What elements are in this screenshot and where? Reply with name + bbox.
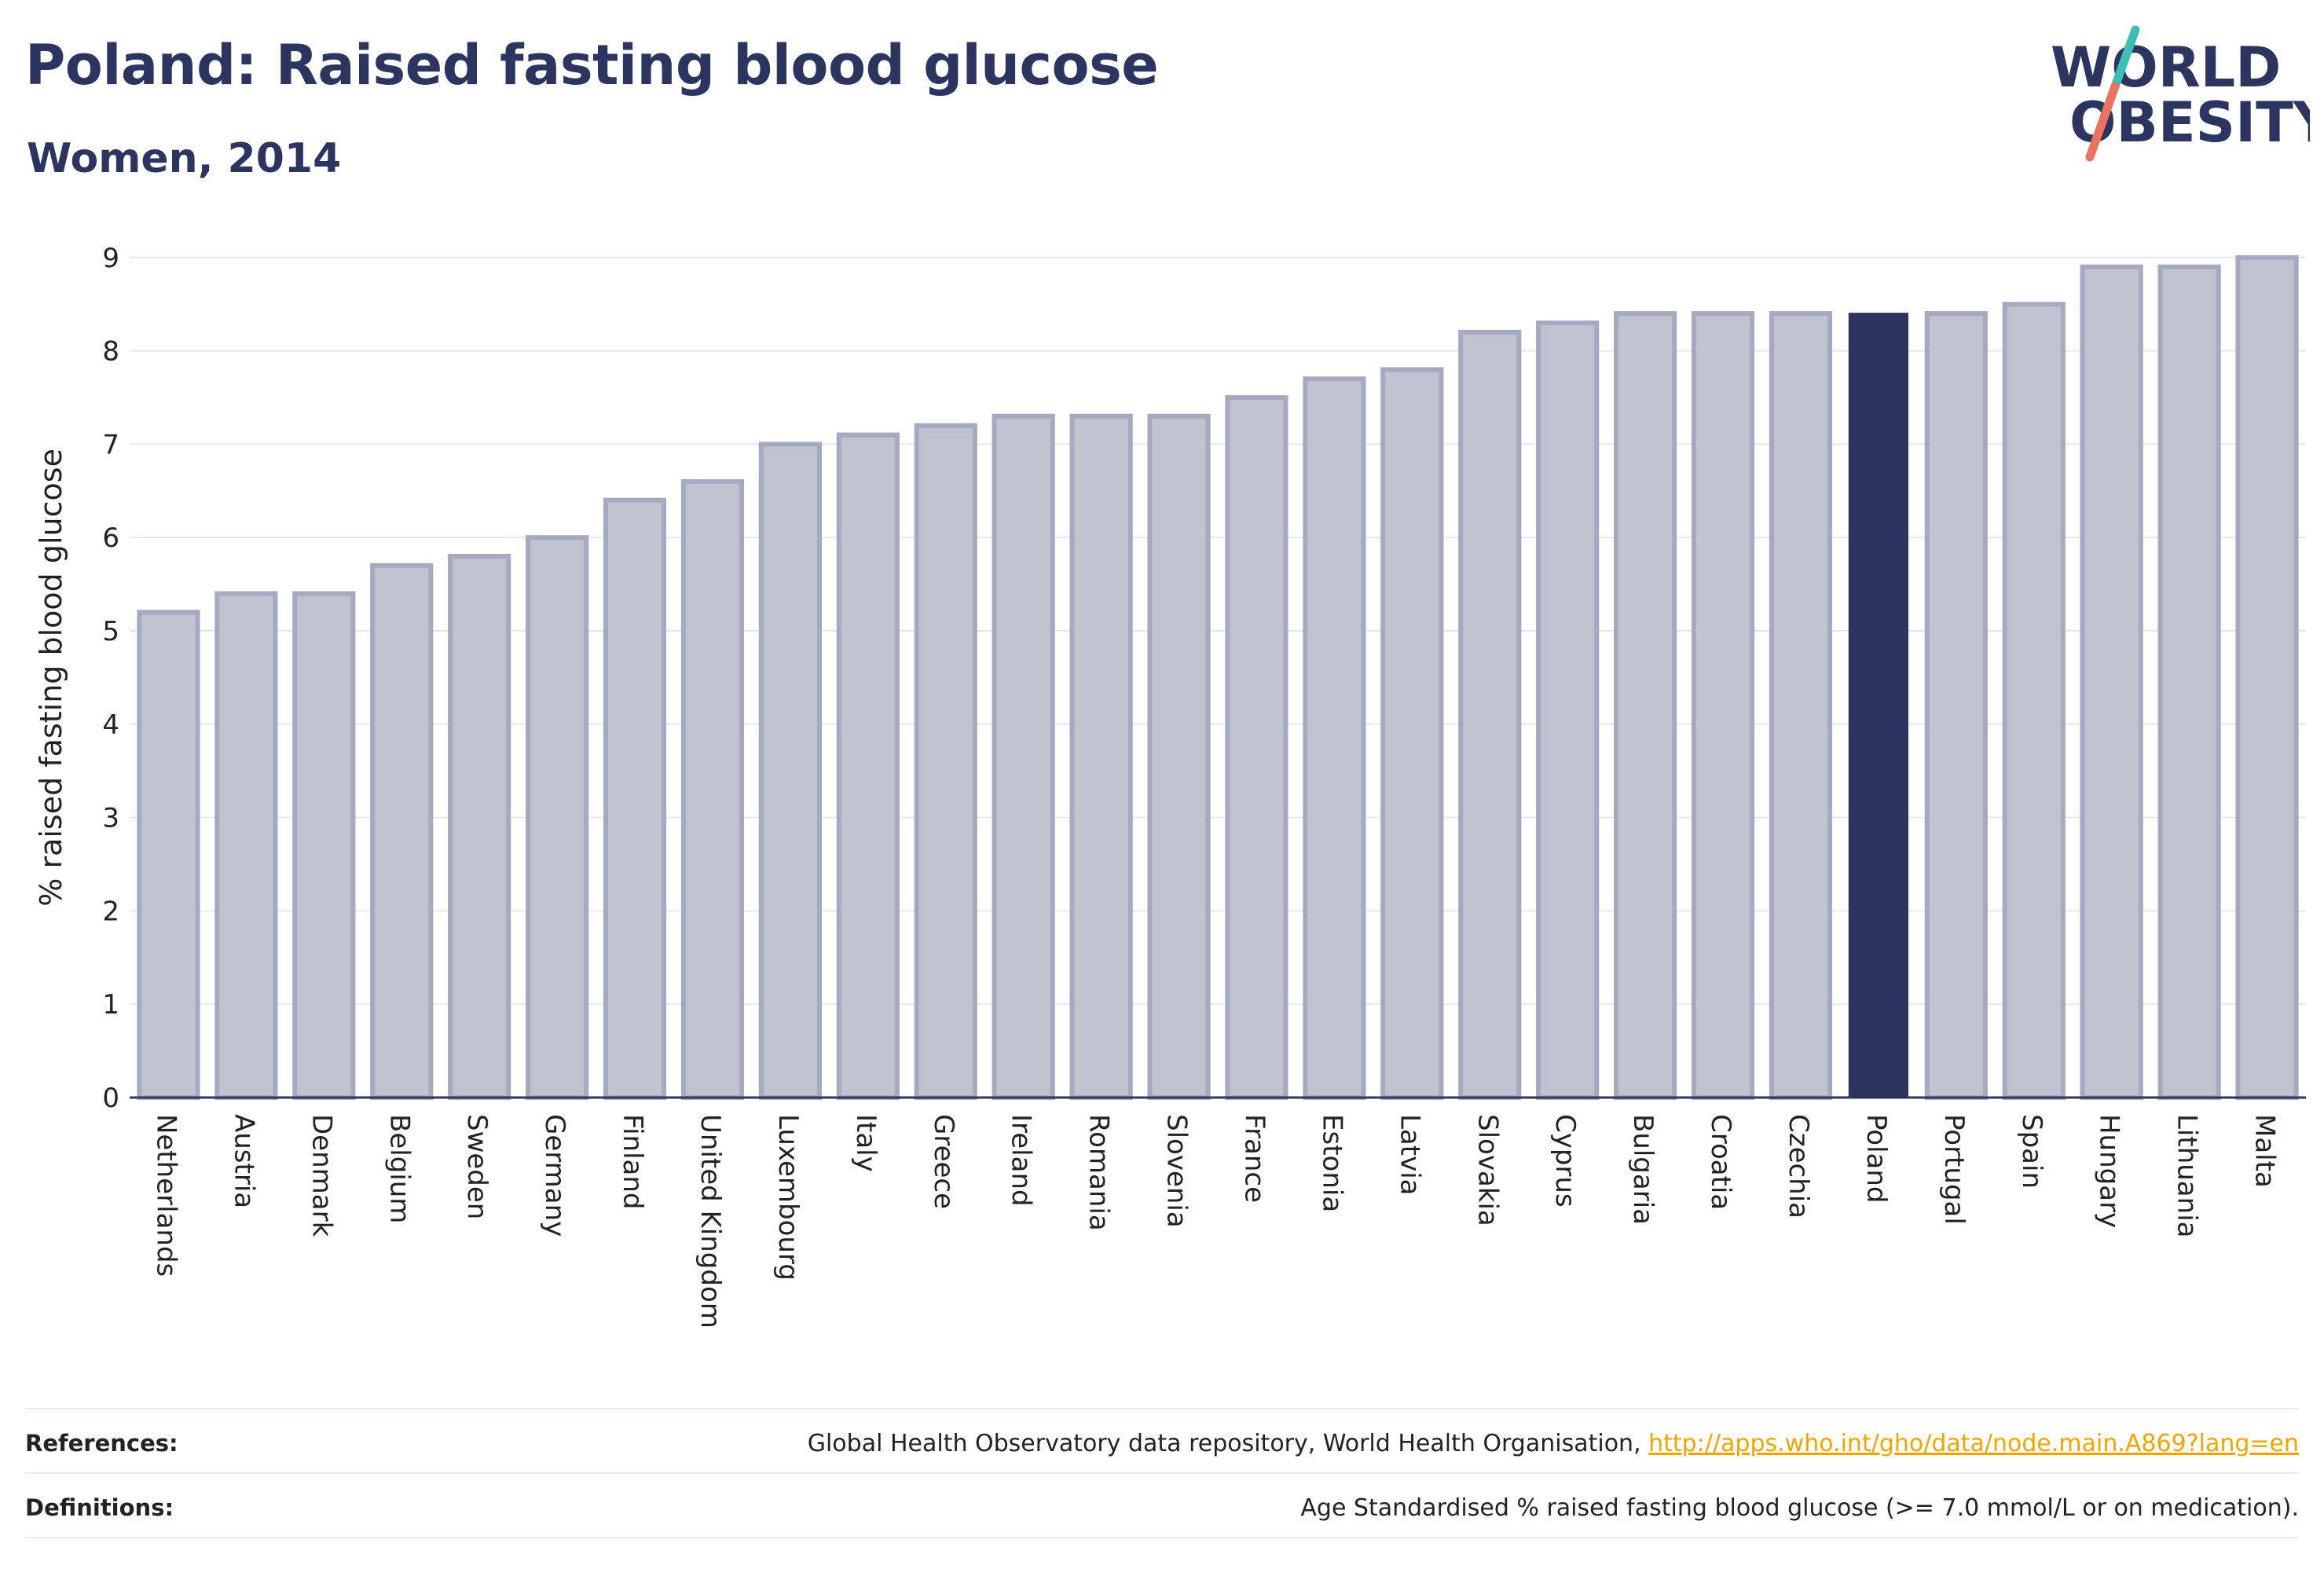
bar-denmark [292,591,356,1100]
chart-subtitle: Women, 2014 [27,135,342,182]
x-tick-label: Lithuania [2172,1114,2203,1237]
bars [137,255,2299,1100]
bar-italy [836,432,900,1100]
bar-austria [214,591,278,1100]
bar-finland [603,497,667,1100]
definitions-label: Definitions: [25,1494,174,1521]
x-tick-label: Czechia [1783,1114,1814,1219]
bar-croatia [1691,311,1755,1100]
x-tick-label: Hungary [2094,1114,2125,1228]
references-value: Global Health Observatory data repositor… [808,1430,2299,1457]
y-tick-labels: 0 1 2 3 4 5 6 7 8 9 [102,243,119,1114]
x-tick-label: Greece [928,1114,959,1209]
bar-chart: 0 1 2 3 4 5 6 7 8 9 Netherlands Austria Denmark Belg… [34,243,2306,1329]
logo-slash-coral [2085,82,2120,162]
logo-word-world: WORLD [2051,35,2281,100]
world-obesity-logo: WORLD OBESITY [2051,25,2310,162]
bar-poland [1848,313,1908,1098]
bar-luxembourg [758,442,822,1100]
x-tick-label: Malta [2249,1114,2281,1188]
bar-netherlands [137,610,200,1100]
x-tick-label: Poland [1860,1114,1892,1204]
footer-divider-top [25,1408,2299,1409]
chart-title: Poland: Raised fasting blood glucose [25,33,1159,97]
bar-malta [2235,255,2299,1100]
y-tick-label: 0 [102,1083,119,1114]
x-tick-label: Latvia [1394,1114,1425,1196]
bar-slovenia [1147,413,1211,1100]
footer-divider-bottom [25,1537,2299,1538]
bar-sweden [448,553,511,1100]
bar-hungary [2080,264,2143,1100]
bar-bulgaria [1614,311,1677,1100]
definitions-row: Definitions: Age Standardised % raised f… [25,1488,2299,1527]
x-tick-label: Portugal [1938,1114,1970,1225]
x-tick-label: Ireland [1006,1114,1037,1207]
x-tick-label: Spain [2016,1114,2047,1189]
y-tick-label: 2 [102,896,119,927]
x-tick-label: Italy [850,1114,882,1172]
y-axis-label: % raised fasting blood glucose [34,449,68,907]
x-tick-label: Romania [1083,1114,1115,1231]
x-tick-label: France [1238,1114,1270,1203]
x-tick-label: Croatia [1705,1114,1736,1210]
x-tick-label: Cyprus [1549,1114,1581,1208]
references-row: References: Global Health Observatory da… [25,1424,2299,1463]
bar-portugal [1924,311,1988,1100]
y-tick-label: 8 [102,336,119,368]
y-tick-label: 7 [102,429,119,460]
x-tick-label: Germany [539,1114,570,1237]
bar-slovakia [1458,329,1522,1100]
bar-france [1225,395,1288,1100]
x-tick-label: Sweden [461,1114,493,1219]
bar-cyprus [1536,320,1600,1100]
x-tick-label: Bulgaria [1627,1114,1659,1225]
references-link[interactable]: http://apps.who.int/gho/data/node.main.A… [1648,1429,2299,1457]
bar-spain [2002,302,2066,1100]
x-tick-label: Austria [228,1114,259,1208]
bar-latvia [1380,367,1444,1100]
bar-czechia [1769,311,1833,1100]
bar-united-kingdom [680,478,745,1100]
references-label: References: [25,1430,178,1457]
references-text: Global Health Observatory data repositor… [807,1429,1649,1457]
x-tick-labels: Netherlands Austria Denmark Belgium Sweden Ge… [150,1114,2280,1329]
x-tick-label: United Kingdom [695,1114,726,1329]
x-tick-label: Slovakia [1472,1114,1503,1226]
definitions-value: Age Standardised % raised fasting blood … [1300,1494,2299,1522]
x-tick-label: Belgium [383,1114,415,1223]
bar-estonia [1303,376,1366,1100]
bar-greece [914,423,977,1100]
x-tick-label: Slovenia [1161,1114,1193,1228]
y-tick-label: 3 [102,803,119,834]
y-tick-label: 5 [102,616,119,647]
bar-ireland [992,413,1055,1100]
bar-lithuania [2157,264,2221,1100]
y-tick-label: 9 [102,243,119,274]
footer-divider-mid [25,1472,2299,1474]
y-tick-label: 4 [102,709,119,741]
bar-romania [1069,413,1133,1100]
bar-belgium [370,563,434,1100]
x-tick-label: Netherlands [150,1114,181,1277]
y-tick-label: 6 [102,522,119,554]
y-tick-label: 1 [102,989,119,1021]
x-tick-label: Luxembourg [772,1114,804,1281]
x-tick-label: Denmark [306,1114,337,1237]
logo-slash-teal [2110,25,2140,91]
x-tick-label: Finland [617,1114,648,1210]
bar-germany [526,535,589,1100]
x-tick-label: Estonia [1316,1114,1347,1212]
